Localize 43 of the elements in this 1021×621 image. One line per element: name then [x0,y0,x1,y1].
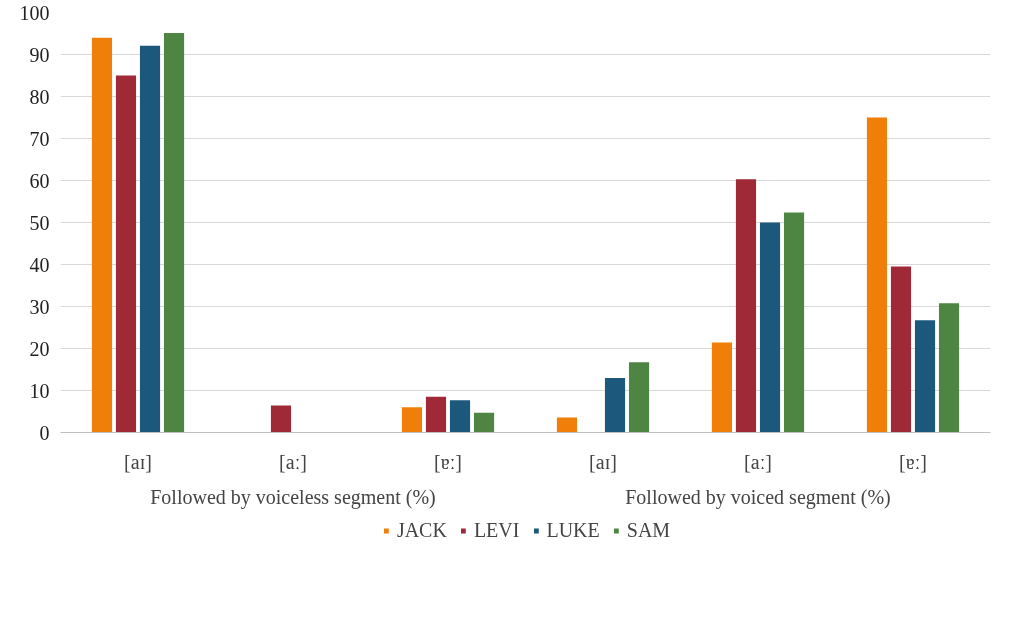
bar [783,212,805,433]
y-tick-label: 70 [29,127,50,150]
text: Followed by voiceless segment (%) [150,485,436,509]
legend-label: LEVI [473,518,520,542]
bar [91,37,113,433]
bar [735,179,757,433]
bar [866,117,888,433]
bar [473,412,495,433]
bar [556,417,578,433]
y-tick-label: 0 [39,421,50,444]
bar [890,266,912,433]
y-tick-label: 80 [29,85,50,108]
bar [604,377,626,433]
y-tick-label: 20 [29,337,50,360]
y-tick-label: 90 [29,43,50,66]
legend-label: SAM [626,518,671,542]
x-tick-label: [ɐː] [899,450,927,473]
x-tick-label: [aː] [744,450,772,473]
x-tick-label: [aː] [279,450,307,473]
bar [425,396,447,433]
bar [115,75,137,433]
y-tick-label: 40 [29,253,50,276]
bar [163,33,185,433]
bar [449,400,471,433]
y-tick-label: 60 [29,169,50,192]
bar [401,407,423,433]
x-tick-label: [aɪ] [589,450,617,473]
legend-label: LUKE [546,518,600,542]
text: Followed by voiced segment (%) [625,485,891,509]
bar [270,405,292,433]
bar [938,303,960,433]
x-tick-label: [ɐː] [434,450,462,473]
y-tick-label: 100 [19,1,50,24]
y-tick-label: 50 [29,211,50,234]
y-tick-label: 10 [29,379,50,402]
legend-label: JACK [396,518,447,542]
x-tick-label: [aɪ] [124,450,152,473]
bar [914,320,936,433]
bar [759,222,781,433]
bar [628,362,650,433]
bar [139,45,161,433]
y-tick-label: 30 [29,295,50,318]
bar [711,342,733,433]
